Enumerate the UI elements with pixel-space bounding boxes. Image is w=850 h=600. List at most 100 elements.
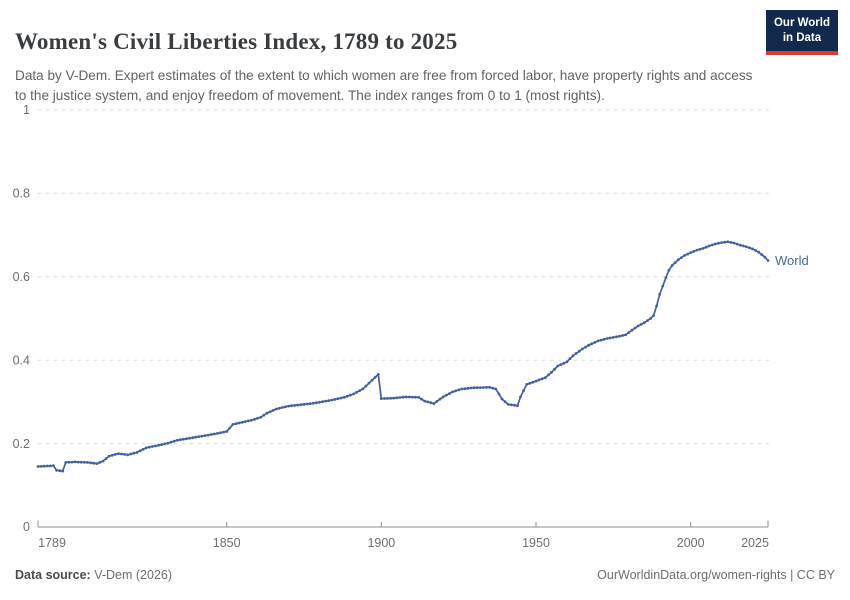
world-data-point (383, 397, 386, 400)
world-data-point (559, 363, 563, 366)
world-data-point (83, 460, 86, 464)
owid-logo-line2: in Data (782, 31, 822, 44)
world-data-point (250, 418, 253, 422)
world-data-point (615, 335, 618, 339)
world-data-point (194, 435, 198, 439)
world-data-point (246, 419, 250, 423)
world-data-point (141, 447, 145, 451)
world-data-point (568, 357, 572, 361)
world-data-point (417, 395, 420, 399)
series-label-world[interactable]: World (775, 253, 809, 268)
world-data-point (336, 397, 340, 401)
world-data-point (364, 384, 368, 388)
world-data-point (355, 390, 358, 394)
world-data-point (423, 399, 427, 403)
world-data-point (45, 464, 49, 468)
world-data-point (107, 454, 111, 458)
world-data-point (324, 399, 328, 403)
world-data-point (392, 396, 396, 400)
attribution-link[interactable]: OurWorldinData.org/women-rights | CC BY (597, 568, 835, 582)
world-data-point (596, 339, 600, 343)
world-data-point (389, 396, 392, 400)
world-data-point (649, 317, 652, 320)
chart-subtitle: Data by V-Dem. Expert estimates of the e… (15, 67, 753, 103)
world-data-point (676, 258, 680, 262)
x-tick-label: 2000 (677, 536, 705, 550)
world-data-point (39, 465, 43, 468)
world-data-point (166, 441, 170, 445)
world-data-point (636, 324, 640, 328)
y-tick-label: 0.4 (13, 353, 30, 367)
data-source: Data source: V-Dem (2026) (15, 568, 172, 582)
world-data-point (602, 337, 606, 341)
world-data-point (197, 435, 201, 438)
owid-logo[interactable]: Our World in Data (765, 10, 838, 55)
world-data-point (49, 464, 52, 468)
world-data-point (701, 247, 705, 250)
world-data-point (36, 465, 40, 468)
world-data-point (414, 395, 417, 399)
world-data-point (692, 250, 696, 253)
world-line (37, 240, 769, 472)
world-data-point (327, 399, 331, 402)
world-data-point (188, 436, 192, 440)
world-data-point (488, 385, 491, 389)
world-data-point (729, 241, 733, 244)
world-data-point (748, 246, 751, 250)
world-data-point (302, 403, 306, 406)
world-data-point (565, 360, 569, 364)
world-data-point (726, 240, 730, 244)
chart-footer: Data source: V-Dem (2026) OurWorldinData… (15, 568, 835, 582)
world-data-point (714, 242, 717, 246)
world-data-point (485, 386, 488, 389)
world-data-point (240, 420, 244, 424)
world-data-point (500, 397, 504, 401)
x-tick-label: 2025 (741, 536, 769, 550)
world-data-point (534, 379, 538, 383)
world-data-point (587, 343, 590, 347)
world-data-point (225, 430, 229, 433)
world-data-point (135, 451, 139, 454)
x-tick-label: 1850 (213, 536, 241, 550)
world-data-point (639, 322, 643, 326)
world-data-point (104, 457, 108, 460)
chart-area: 0 0.2 0.4 0.6 0.8 1 1789 1850 1900 1950 2000 2025 Wo… (0, 95, 850, 555)
world-data-point (760, 253, 764, 257)
world-data-point (466, 386, 470, 390)
world-data-point (358, 389, 362, 392)
world-data-point (593, 341, 597, 344)
world-data-point (209, 433, 213, 436)
y-tick-label: 0 (23, 520, 30, 534)
world-data-point (308, 402, 312, 405)
world-data-point (451, 390, 454, 394)
world-data-point (426, 400, 430, 404)
world-data-point (460, 387, 464, 391)
world-data-point (321, 400, 324, 404)
world-data-point (89, 461, 92, 465)
world-data-point (70, 460, 74, 464)
world-data-point (457, 388, 461, 392)
world-data-point (710, 243, 714, 247)
world-data-point (265, 411, 269, 415)
world-data-point (339, 396, 343, 400)
world-data-point (478, 386, 482, 389)
world-data-point (42, 464, 46, 468)
world-data-point (318, 400, 321, 404)
world-data-point (126, 453, 130, 457)
world-data-point (274, 407, 278, 411)
world-data-point (686, 252, 689, 256)
world-data-point (67, 460, 71, 464)
world-data-point (503, 400, 507, 404)
world-data-point (454, 389, 457, 393)
world-data-point (404, 395, 408, 399)
world-data-point (268, 410, 272, 414)
world-data-point (646, 319, 649, 322)
world-data-point (482, 386, 485, 389)
world-data-point (253, 417, 256, 421)
world-data-point (581, 347, 584, 351)
world-data-point (352, 392, 355, 396)
world-data-point (110, 453, 114, 457)
world-data-point (757, 250, 761, 254)
world-data-point (86, 461, 89, 464)
world-data-point (144, 446, 148, 450)
